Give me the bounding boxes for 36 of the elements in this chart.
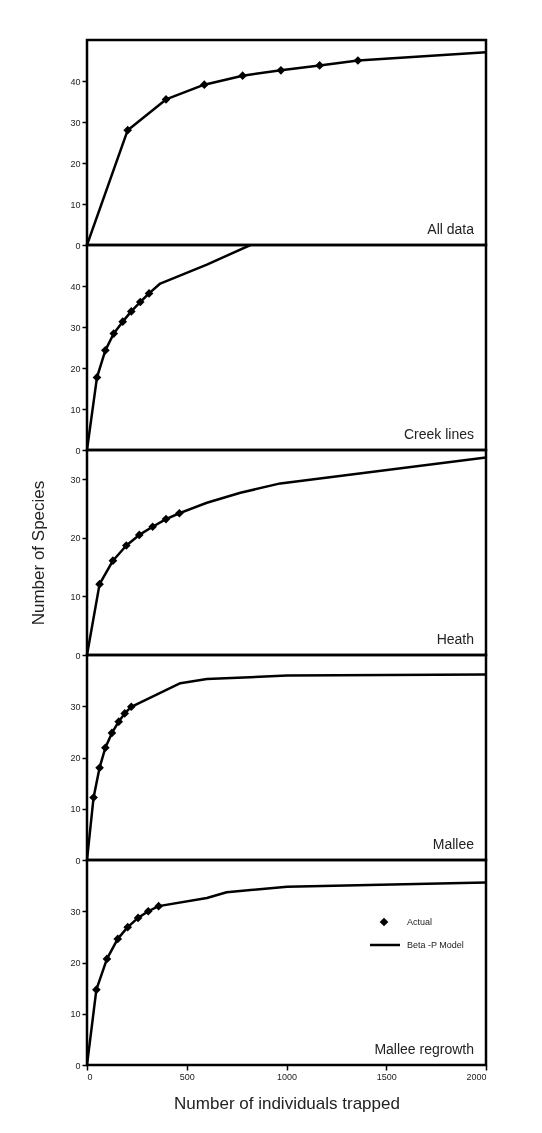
y-tick-label: 30 (70, 906, 81, 917)
y-tick-label: 20 (70, 363, 81, 374)
x-tick-label: 500 (179, 1071, 195, 1082)
y-tick-label: 0 (75, 650, 81, 661)
x-axis-title: Number of individuals trapped (174, 1093, 400, 1113)
x-tick-label: 1000 (276, 1071, 298, 1082)
y-axis-title: Number of Species (29, 480, 49, 626)
text: Mallee (432, 836, 475, 852)
legend-label: Actual (407, 917, 433, 927)
y-tick-label: 30 (70, 322, 81, 333)
y-tick-label: 30 (70, 701, 81, 712)
y-tick-label: 10 (70, 591, 81, 602)
text: Mallee regrowth (374, 1041, 474, 1057)
y-tick-label: 20 (70, 533, 81, 544)
y-tick-label: 10 (70, 804, 81, 815)
y-tick-label: 10 (70, 1009, 81, 1020)
text: Heath (436, 631, 474, 647)
y-tick-label: 0 (75, 1060, 81, 1071)
y-tick-label: 10 (70, 404, 81, 415)
text: All data (427, 221, 475, 237)
y-tick-label: 0 (75, 445, 81, 456)
y-tick-label: 30 (70, 474, 81, 485)
y-tick-label: 0 (75, 240, 81, 251)
y-tick-label: 20 (70, 958, 81, 968)
x-tick-label: 2000 (466, 1071, 487, 1082)
legend-label: Beta -P Model (407, 940, 464, 950)
y-tick-label: 30 (70, 117, 81, 128)
x-tick-label: 0 (87, 1071, 93, 1082)
y-tick-label: 40 (70, 281, 81, 292)
y-tick-label: 20 (70, 158, 81, 169)
y-tick-label: 20 (70, 753, 81, 763)
y-tick-label: 0 (75, 855, 81, 866)
y-tick-label: 40 (70, 76, 81, 87)
y-tick-label: 10 (70, 199, 81, 210)
x-tick-label: 1500 (376, 1071, 397, 1082)
text: Creek lines (403, 426, 474, 442)
